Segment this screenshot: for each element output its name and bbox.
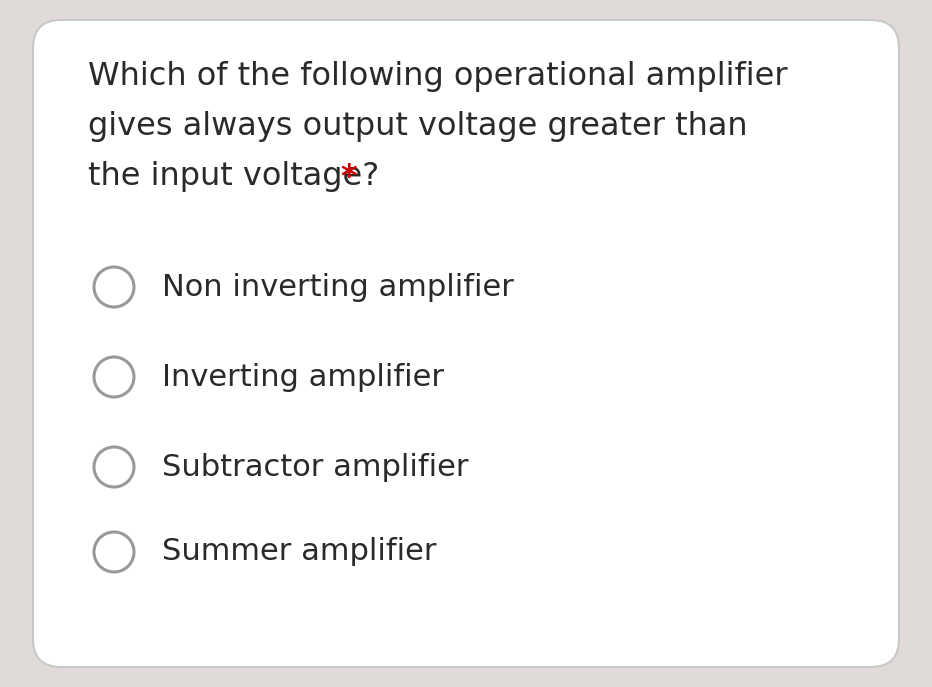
Text: Inverting amplifier: Inverting amplifier [162, 363, 444, 392]
Circle shape [94, 357, 134, 397]
FancyBboxPatch shape [33, 20, 899, 667]
Text: the input voltage?: the input voltage? [88, 161, 390, 192]
Text: gives always output voltage greater than: gives always output voltage greater than [88, 111, 747, 142]
Text: Subtractor amplifier: Subtractor amplifier [162, 453, 469, 482]
Text: Non inverting amplifier: Non inverting amplifier [162, 273, 514, 302]
Circle shape [94, 447, 134, 487]
Text: Which of the following operational amplifier: Which of the following operational ampli… [88, 62, 788, 93]
Text: Summer amplifier: Summer amplifier [162, 537, 436, 567]
Circle shape [94, 267, 134, 307]
Circle shape [94, 532, 134, 572]
Text: *: * [340, 161, 357, 192]
